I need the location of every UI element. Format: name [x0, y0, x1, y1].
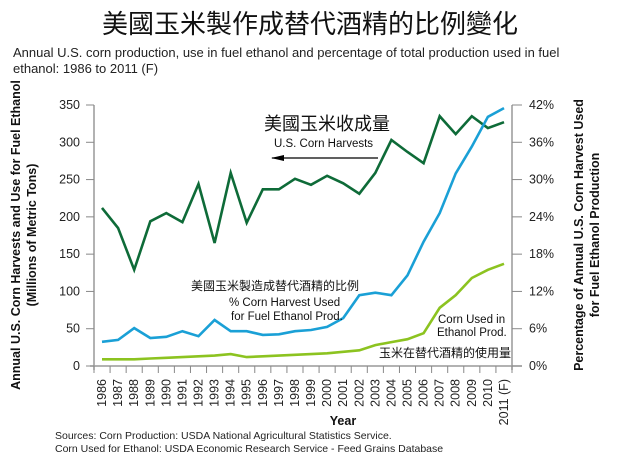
right-axis-title: for Fuel Ethanol Production [588, 153, 602, 318]
x-tick-label: 2009 [465, 379, 479, 407]
x-tick-label: 2004 [384, 379, 398, 407]
x-axis-title: Year [330, 414, 357, 428]
x-tick-label: 2001 [336, 379, 350, 407]
x-tick-label: 1986 [95, 379, 109, 407]
harvest-annotation-en: U.S. Corn Harvests [274, 138, 373, 150]
ethanol-annotation-en-1: Corn Used in [438, 314, 505, 326]
x-tick-label: 1996 [256, 379, 270, 407]
left-tick-label: 50 [66, 322, 80, 336]
right-tick-label: 24% [529, 210, 554, 224]
x-tick-label: 2005 [401, 379, 415, 407]
x-tick-label: 1997 [272, 379, 286, 407]
left-tick-label: 350 [59, 98, 80, 112]
series-line-u-s-corn-harvests [100, 113, 505, 274]
x-tick-label: 1995 [240, 379, 254, 407]
chart-subtitle: Annual U.S. corn production, use in fuel… [13, 45, 560, 76]
x-tick-label: 2007 [433, 379, 447, 407]
x-tick-label: 1989 [143, 379, 157, 407]
right-tick-label: 6% [529, 322, 547, 336]
series-lines [100, 106, 505, 361]
series-line-corn-harvest-used-for-fuel-ethanol-prod [101, 106, 505, 344]
x-tick-label: 2000 [320, 379, 334, 407]
x-tick-label: 1994 [224, 379, 238, 407]
harvest-arrow-head-icon [271, 155, 284, 161]
x-tick-label: 1993 [208, 379, 222, 407]
x-tick-label: 1998 [288, 379, 302, 407]
left-tick-label: 0 [73, 359, 80, 373]
x-tick-label: 1990 [159, 379, 173, 407]
x-tick-label: 1987 [111, 379, 125, 407]
left-axis-title: Annual U.S. Corn Harvests and Use for Fu… [9, 80, 23, 390]
sources-note: Sources: Corn Production: USDA National … [55, 430, 443, 456]
series-line-corn-used-in-ethanol-prod [102, 262, 505, 361]
x-tick-label: 2003 [368, 379, 382, 407]
left-tick-label: 100 [59, 284, 80, 298]
percent-annotation-cn: 美國玉米製造成替代酒精的比例 [191, 278, 359, 293]
x-tick-label: 1988 [127, 379, 141, 407]
left-axis-title: (Millions of Metric Tons) [25, 164, 39, 307]
left-tick-label: 300 [59, 135, 80, 149]
harvest-annotation-cn: 美國玉米收成量 [264, 114, 390, 135]
percent-annotation-en-2: for Fuel Ethanol Prod. [231, 311, 343, 323]
x-tick-label: 2006 [417, 379, 431, 407]
right-tick-label: 0% [529, 359, 547, 373]
right-tick-label: 12% [529, 284, 554, 298]
x-tick-label: 2002 [352, 379, 366, 407]
chart-title: 美國玉米製作成替代酒精的比例變化 [101, 10, 518, 40]
right-tick-label: 42% [529, 98, 554, 112]
ethanol-annotation-en-2: Ethanol Prod. [437, 327, 507, 339]
x-tick-label: 2008 [449, 379, 463, 407]
left-tick-label: 200 [59, 210, 80, 224]
x-tick-label: 1992 [192, 379, 206, 407]
right-axis-title: Percentage of Annual U.S. Corn Harvest U… [572, 99, 586, 371]
percent-annotation-en-1: % Corn Harvest Used [229, 297, 340, 309]
annotations: 美國玉米收成量 U.S. Corn Harvests 美國玉米製造成替代酒精的比… [191, 114, 511, 360]
right-tick-label: 18% [529, 247, 554, 261]
right-tick-label: 30% [529, 173, 554, 187]
ethanol-annotation-cn: 玉米在替代酒精的使用量 [379, 345, 511, 360]
left-tick-label: 250 [59, 173, 80, 187]
x-tick-label: 1999 [304, 379, 318, 407]
left-tick-label: 150 [59, 247, 80, 261]
source-line-1: Sources: Corn Production: USDA National … [55, 430, 392, 442]
x-tick-label: 1991 [175, 379, 189, 407]
x-tick-label: 2010 [481, 379, 495, 407]
right-tick-label: 36% [529, 135, 554, 149]
x-tick-label: 2011 (F) [497, 379, 511, 425]
axes: 0 50 100 150 200 250 300 350 0% 6% 12% 18% 24% 30% 36%… [9, 80, 602, 428]
source-line-2: Corn Used for Ethanol: USDA Economic Res… [55, 443, 444, 455]
